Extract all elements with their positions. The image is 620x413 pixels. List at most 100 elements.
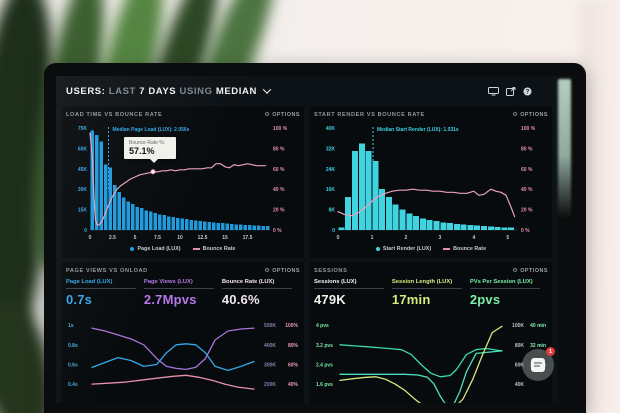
histogram-bar [207,222,212,230]
y-axis-tick-label: 1s [68,323,74,329]
laptop: USERS: LAST 7 DAYS USING MEDIAN [44,63,586,413]
histogram-bar [225,223,230,230]
chevron-down-icon [262,84,272,94]
chart-tooltip: Bounce Rate %: 57.1% [124,137,176,163]
y-axis-tick-label: 0.4s [68,382,78,388]
histogram-bar [487,226,494,230]
pct-axis-tick-label: 80 % [273,146,285,152]
histogram-bar [216,222,221,230]
histogram-bar [379,189,386,230]
legend-dot-icon [375,247,380,251]
metric-label: Page Load (LUX) [66,279,113,285]
metric-label: Sessions (LUX) [314,279,357,285]
histogram-bar [99,141,104,230]
share-icon[interactable] [506,86,516,96]
start-render-chart[interactable]: 40K 32K 24K 16K 8K 0 100 % 80 % 60 % 40 % 20 % 0 % 0… [314,121,548,243]
metric-value: 2pvs [469,292,501,307]
options-label: OPTIONS [520,268,548,274]
histogram-bar [94,134,99,230]
panel-header: SESSIONS ⚙ OPTIONS [314,265,548,277]
options-button[interactable]: ⚙ OPTIONS [512,268,548,274]
page-views-vs-onload-svg: 1s 0.8s 0.6s 0.4s 500K 100% 400K 80% 300K 60% 200K… [68,323,299,390]
metric-value: 2.7Mpvs [143,292,197,307]
pct-axis-tick-label: 60 % [521,167,533,173]
histogram-bar [90,130,95,230]
right-axis-tick-label: 60K [515,362,525,368]
legend-item-bounce-rate: Bounce Rate [443,246,486,252]
pvs-per-session-lux--line [339,350,503,403]
pct-axis-tick-label: 100 % [521,126,536,132]
load-time-chart[interactable]: Bounce Rate %: 57.1% 75K 60K 45K 30K 15K 0 100… [66,121,300,243]
metric-divider [143,288,214,289]
panel-load-time-vs-bounce-rate: LOAD TIME VS BOUNCE RATE ⚙ OPTIONS Bounc… [62,106,304,258]
dashboard-header: USERS: LAST 7 DAYS USING MEDIAN [56,76,558,106]
title-using: USING [179,85,213,97]
options-button[interactable]: ⚙ OPTIONS [512,112,548,118]
chat-button[interactable]: 1 [522,347,555,381]
histogram-bar [426,219,433,230]
tooltip-value: 57.1% [129,146,155,156]
legend-line-icon [443,248,451,250]
right-axis-tick-label-2: 40 min [530,323,546,329]
histogram-bar [252,225,257,230]
display-icon[interactable] [488,86,499,96]
histogram-bar [144,210,149,230]
bounce-rate-line [337,188,516,218]
y-axis-tick-label: 8K [329,208,336,214]
metric-divider [66,288,136,289]
chat-icon [531,358,545,372]
y-axis-tick-label: 0 [84,228,87,234]
title-last: LAST [108,85,136,97]
histogram-bar [413,215,420,230]
metric-session-length: Session Length (LUX) 17min [391,277,470,317]
histogram-bar [453,223,460,230]
panel-title: SESSIONS [314,268,348,274]
x-axis-tick-label: 1 [371,235,374,241]
help-icon[interactable]: ? [523,87,532,96]
metrics-row: Page Load (LUX) 0.7s Page Views (LUX) 2.… [66,277,300,317]
legend-item-page-load: Page Load (LUX) [130,246,181,252]
sessions-chart[interactable]: 4 pvs 3.2 pvs 2.4 pvs 1.6 pvs 100K 40 min 80K 3… [314,317,548,403]
right-axis-tick-label-2: 32 min [530,343,546,349]
options-button[interactable]: ⚙ OPTIONS [264,112,300,118]
options-label: OPTIONS [520,112,548,118]
dashboard-title-dropdown[interactable]: USERS: LAST 7 DAYS USING MEDIAN [66,84,272,97]
histogram-bar [399,209,406,230]
y-axis-tick-label: 30K [78,187,88,193]
legend-dot-icon [130,247,135,251]
pct-axis-tick-label: 20 % [273,208,285,214]
histogram-bars [90,130,270,230]
metric-label: Page Views (LUX) [143,279,193,285]
start-render-vs-bounce-rate-svg: 40K 32K 24K 16K 8K 0 100 % 80 % 60 % 40 % 20 % 0 % 0… [326,126,536,241]
metric-divider [469,288,540,289]
sessions-lux--line [339,344,503,378]
tooltip-anchor-dot [150,169,156,175]
metric-divider [314,288,384,289]
y-axis-tick-label: 1.6 pvs [316,382,333,388]
histogram-bar [467,225,474,230]
y-axis-tick-label: 4 pvs [316,323,329,329]
x-axis-tick-label: 15 [222,235,228,241]
histogram-bar [103,164,108,230]
histogram-bar [481,226,488,230]
pct-axis-tick-label: 40 % [273,187,285,193]
histogram-bar [351,150,358,230]
y-axis-tick-label: 60K [78,146,88,152]
histogram-bar [234,224,239,230]
pct-axis-tick-label: 20 % [521,208,533,214]
histogram-bar [508,227,515,230]
options-button[interactable]: ⚙ OPTIONS [264,268,300,274]
metric-page-load: Page Load (LUX) 0.7s [66,277,144,317]
metric-label: Session Length (LUX) [391,279,453,285]
right-axis-tick-label-2: 80% [288,343,299,349]
page-views-chart[interactable]: 1s 0.8s 0.6s 0.4s 500K 100% 400K 80% 300K 60% 200K… [66,317,300,403]
y-axis-tick-label: 0.8s [68,343,78,349]
legend-label: Start Render (LUX) [382,246,432,252]
panel-title: START RENDER VS BOUNCE RATE [314,112,425,118]
panels-grid: LOAD TIME VS BOUNCE RATE ⚙ OPTIONS Bounc… [56,106,558,403]
histogram-bar [440,222,447,230]
metric-divider [221,288,292,289]
x-axis-tick-label: 7.5 [154,235,161,241]
x-axis-tick-label: 0 [337,235,340,241]
wall-shadow [580,0,620,413]
